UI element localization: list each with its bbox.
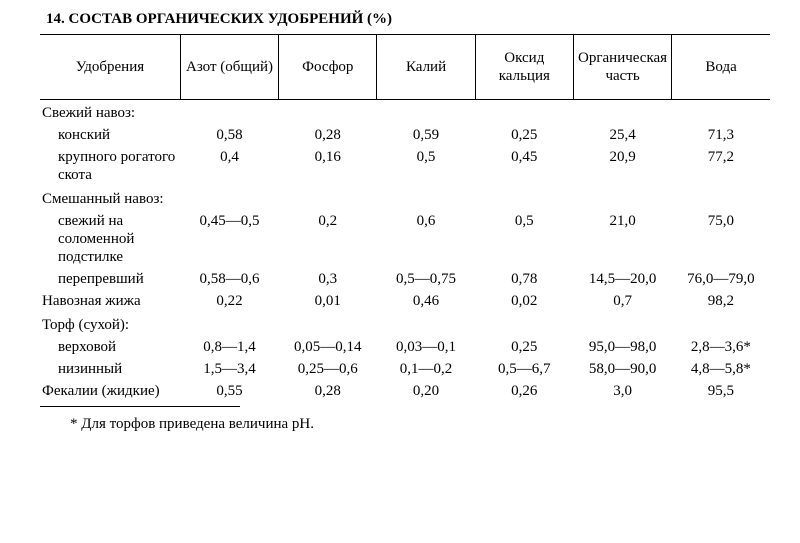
cell: 2,8—3,6* — [672, 336, 770, 358]
cell: 0,8—1,4 — [180, 336, 278, 358]
cell: 0,22 — [180, 290, 278, 312]
cell: 0,6 — [377, 210, 475, 268]
cell: 58,0—90,0 — [573, 358, 671, 380]
cell: 0,5 — [377, 146, 475, 186]
cell: 0,59 — [377, 124, 475, 146]
row-label: перепревший — [40, 268, 180, 290]
table-row: низинный 1,5—3,4 0,25—0,6 0,1—0,2 0,5—6,… — [40, 358, 770, 380]
cell: 75,0 — [672, 210, 770, 268]
cell: 0,02 — [475, 290, 573, 312]
cell: 0,25—0,6 — [279, 358, 377, 380]
row-label: низинный — [40, 358, 180, 380]
cell: 95,0—98,0 — [573, 336, 671, 358]
cell: 0,16 — [279, 146, 377, 186]
cell: 95,5 — [672, 380, 770, 402]
row-label: Смешанный навоз: — [40, 186, 180, 210]
row-label: Навозная жижа — [40, 290, 180, 312]
cell: 0,26 — [475, 380, 573, 402]
cell: 0,5—0,75 — [377, 268, 475, 290]
cell: 0,1—0,2 — [377, 358, 475, 380]
table-row: Торф (сухой): — [40, 312, 770, 336]
cell: 0,45 — [475, 146, 573, 186]
col-cao: Оксид кальция — [475, 35, 573, 100]
col-organic: Органи­ческая часть — [573, 35, 671, 100]
cell: 0,58—0,6 — [180, 268, 278, 290]
table-row: свежий на соломенной подстилке 0,45—0,5 … — [40, 210, 770, 268]
cell: 0,45—0,5 — [180, 210, 278, 268]
composition-table: Удобрения Азот (общий) Фосфор Калий Окси… — [40, 34, 770, 402]
cell: 77,2 — [672, 146, 770, 186]
cell: 25,4 — [573, 124, 671, 146]
cell: 0,7 — [573, 290, 671, 312]
cell: 0,25 — [475, 336, 573, 358]
cell: 0,25 — [475, 124, 573, 146]
cell: 71,3 — [672, 124, 770, 146]
table-title: 14. СОСТАВ ОРГАНИЧЕСКИХ УДОБРЕНИЙ (%) — [40, 10, 770, 28]
cell: 4,8—5,8* — [672, 358, 770, 380]
row-label: Свежий навоз: — [40, 100, 180, 125]
cell: 0,28 — [279, 380, 377, 402]
cell: 21,0 — [573, 210, 671, 268]
col-potassium: Калий — [377, 35, 475, 100]
row-label: крупного ро­гатого скота — [40, 146, 180, 186]
col-nitrogen: Азот (общий) — [180, 35, 278, 100]
col-phosphorus: Фосфор — [279, 35, 377, 100]
row-label: Фекалии (жидкие) — [40, 380, 180, 402]
cell: 0,03—0,1 — [377, 336, 475, 358]
cell: 0,28 — [279, 124, 377, 146]
cell: 98,2 — [672, 290, 770, 312]
table-row: Смешанный навоз: — [40, 186, 770, 210]
table-row: Навозная жижа 0,22 0,01 0,46 0,02 0,7 98… — [40, 290, 770, 312]
row-label: верховой — [40, 336, 180, 358]
cell: 0,5—6,7 — [475, 358, 573, 380]
footnote-text: * Для торфов приведена величина pH. — [40, 415, 770, 433]
cell: 1,5—3,4 — [180, 358, 278, 380]
cell: 0,2 — [279, 210, 377, 268]
cell: 0,20 — [377, 380, 475, 402]
cell: 0,46 — [377, 290, 475, 312]
cell: 20,9 — [573, 146, 671, 186]
table-row: перепревший 0,58—0,6 0,3 0,5—0,75 0,78 1… — [40, 268, 770, 290]
table-row: верховой 0,8—1,4 0,05—0,14 0,03—0,1 0,25… — [40, 336, 770, 358]
row-label: конский — [40, 124, 180, 146]
cell: 3,0 — [573, 380, 671, 402]
cell: 0,4 — [180, 146, 278, 186]
cell: 0,58 — [180, 124, 278, 146]
table-row: конский 0,58 0,28 0,59 0,25 25,4 71,3 — [40, 124, 770, 146]
cell: 0,05—0,14 — [279, 336, 377, 358]
cell: 76,0—79,0 — [672, 268, 770, 290]
cell: 0,01 — [279, 290, 377, 312]
cell: 0,78 — [475, 268, 573, 290]
cell: 0,5 — [475, 210, 573, 268]
header-row: Удобрения Азот (общий) Фосфор Калий Окси… — [40, 35, 770, 100]
cell: 14,5—20,0 — [573, 268, 671, 290]
table-row: Свежий навоз: — [40, 100, 770, 125]
col-water: Вода — [672, 35, 770, 100]
cell: 0,3 — [279, 268, 377, 290]
col-fertilizer: Удобрения — [40, 35, 180, 100]
footnote-rule — [40, 406, 240, 407]
row-label: свежий на соломенной подстилке — [40, 210, 180, 268]
cell: 0,55 — [180, 380, 278, 402]
row-label: Торф (сухой): — [40, 312, 180, 336]
table-row: Фекалии (жидкие) 0,55 0,28 0,20 0,26 3,0… — [40, 380, 770, 402]
table-row: крупного ро­гатого скота 0,4 0,16 0,5 0,… — [40, 146, 770, 186]
